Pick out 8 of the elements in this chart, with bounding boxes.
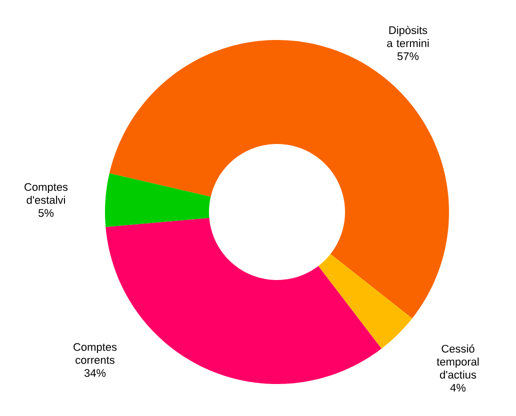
- data-label: 34%: [84, 369, 106, 377]
- slice-label: Cessió temporal d'actius: [436, 344, 479, 379]
- data-label: 5%: [38, 209, 54, 217]
- data-label: 4%: [450, 384, 466, 392]
- slice-label: Comptes corrents: [74, 343, 117, 364]
- slice-label: Dipòsits a termini: [387, 26, 429, 48]
- data-label: 57%: [397, 52, 419, 60]
- slice-label: Comptes d'estalvi: [24, 183, 68, 204]
